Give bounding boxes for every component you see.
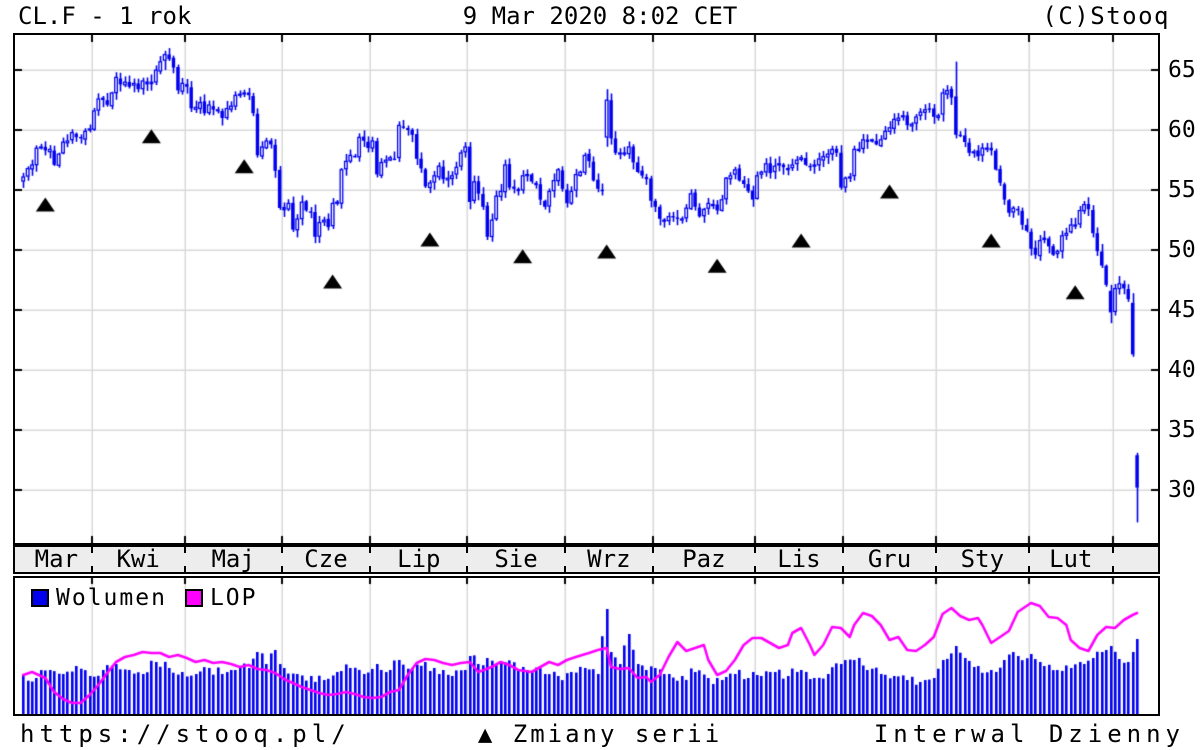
- band-tick: [90, 566, 93, 572]
- band-tick: [1027, 547, 1030, 553]
- month-label: Mar: [34, 545, 79, 573]
- month-label: Paz: [682, 545, 726, 573]
- y-axis-label: 60: [1168, 117, 1196, 143]
- price-panel: [13, 33, 1160, 545]
- band-tick: [753, 566, 756, 572]
- band-tick: [652, 547, 655, 553]
- band-tick: [183, 547, 186, 553]
- page-title: CL.F - 1 rok: [18, 2, 192, 30]
- y-axis-label: 65: [1168, 57, 1196, 83]
- chart-datetime: 9 Mar 2020 8:02 CET: [462, 2, 738, 30]
- band-tick: [183, 566, 186, 572]
- band-tick: [563, 566, 566, 572]
- month-label: Lis: [777, 545, 821, 573]
- y-axis-label: 30: [1168, 477, 1196, 503]
- band-tick: [280, 547, 283, 553]
- band-tick: [280, 566, 283, 572]
- volume-panel: Wolumen LOP: [13, 576, 1160, 716]
- month-label: Maj: [211, 545, 255, 573]
- legend: Wolumen LOP: [31, 585, 275, 611]
- month-label: Wrz: [587, 545, 631, 573]
- month-label: Cze: [304, 545, 348, 573]
- y-axis-label: 40: [1168, 357, 1196, 383]
- volume-swatch-icon: [31, 589, 49, 607]
- month-label: Sty: [960, 545, 1005, 573]
- band-tick: [90, 547, 93, 553]
- y-axis-label: 35: [1168, 417, 1196, 443]
- band-tick: [369, 566, 372, 572]
- copyright: (C)Stooq: [1042, 2, 1170, 30]
- band-tick: [934, 547, 937, 553]
- band-tick: [1027, 566, 1030, 572]
- legend-lop-label: LOP: [209, 585, 258, 611]
- month-label: Gru: [867, 545, 912, 573]
- y-axis-label: 50: [1168, 237, 1196, 263]
- band-tick: [753, 547, 756, 553]
- price-canvas: [15, 35, 1158, 543]
- month-label: Sie: [494, 545, 538, 573]
- band-tick: [1111, 566, 1114, 572]
- month-label: Kwi: [116, 545, 160, 573]
- volume-canvas: [15, 578, 1158, 714]
- band-tick: [934, 566, 937, 572]
- legend-volume-label: Wolumen: [56, 585, 167, 611]
- footer-interval: Interwal Dzienny: [873, 720, 1185, 748]
- month-band: Mar Kwi Maj Cze Lip Sie Wrz Paz Lis Gru Sty Lut: [13, 545, 1160, 574]
- lop-swatch-icon: [184, 589, 203, 607]
- band-tick: [466, 547, 469, 553]
- band-tick: [1111, 547, 1114, 553]
- y-axis-label: 55: [1168, 177, 1196, 203]
- y-axis-label: 45: [1168, 297, 1196, 323]
- month-label: Lut: [1049, 545, 1093, 573]
- band-tick: [466, 566, 469, 572]
- month-label: Lip: [397, 545, 441, 573]
- band-tick: [842, 547, 845, 553]
- footer-url[interactable]: https://stooq.pl/: [20, 720, 351, 748]
- band-tick: [369, 547, 372, 553]
- band-tick: [652, 566, 655, 572]
- band-tick: [563, 547, 566, 553]
- band-tick: [842, 566, 845, 572]
- footer-series-note: ▲ Zmiany serii: [477, 720, 723, 748]
